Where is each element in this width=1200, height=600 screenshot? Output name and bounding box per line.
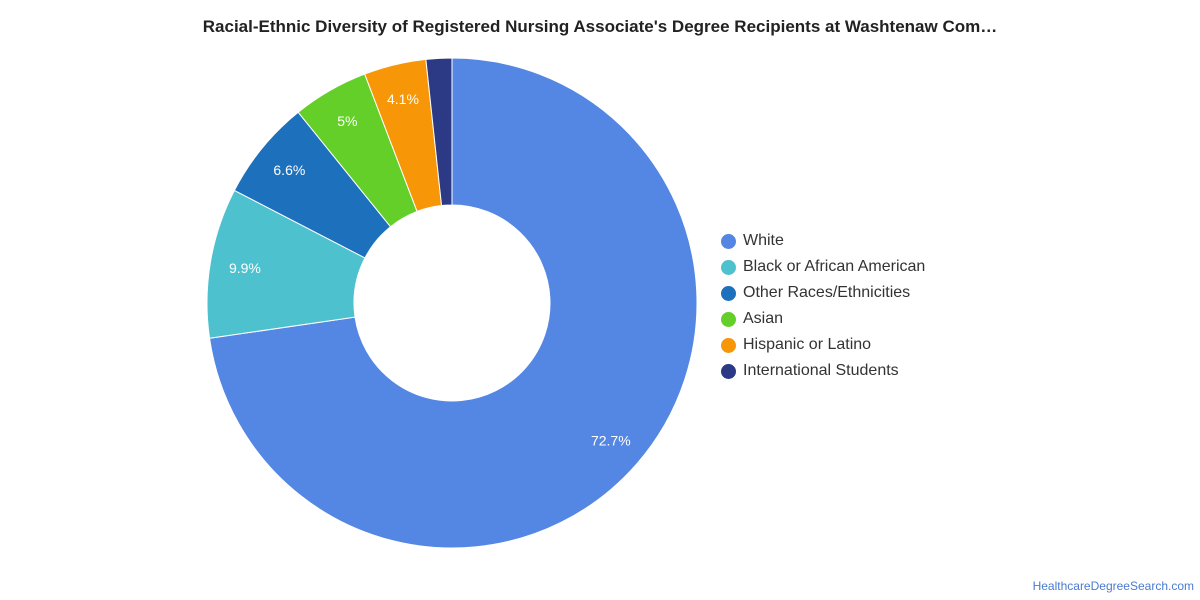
legend-swatch — [721, 311, 736, 327]
slice-international-students[interactable] — [425, 57, 453, 207]
data-label-asian: 5% — [337, 113, 357, 129]
legend-item-white[interactable]: White — [721, 228, 925, 254]
legend-swatch — [721, 259, 736, 275]
data-label-hispanic-or-latino: 4.1% — [387, 91, 419, 107]
legend-label: Asian — [743, 310, 784, 327]
legend-label: Hispanic or Latino — [743, 336, 872, 353]
legend-item-international-students[interactable]: International Students — [721, 358, 925, 384]
legend-item-asian[interactable]: Asian — [721, 306, 925, 332]
legend-item-hispanic-or-latino[interactable]: Hispanic or Latino — [721, 332, 925, 358]
legend-label: Other Races/Ethnicities — [743, 284, 911, 301]
legend-swatch — [721, 337, 736, 353]
chart-title: Racial-Ethnic Diversity of Registered Nu… — [202, 17, 998, 36]
source-link[interactable]: HealthcareDegreeSearch.com — [1032, 579, 1194, 593]
slice-white[interactable] — [208, 57, 698, 549]
legend-swatch — [721, 363, 736, 379]
data-label-white: 72.7% — [591, 432, 631, 448]
data-label-other-races-ethnicities: 6.6% — [273, 162, 305, 178]
data-label-black-or-african-american: 9.9% — [229, 260, 261, 276]
legend-label: Black or African American — [743, 258, 926, 275]
legend-item-black-or-african-american[interactable]: Black or African American — [721, 254, 925, 280]
legend-label: White — [743, 232, 784, 249]
legend-item-other-races-ethnicities[interactable]: Other Races/Ethnicities — [721, 280, 925, 306]
labels-group: 72.7% 9.9% 6.6% 5% 4.1% — [229, 91, 631, 449]
legend-swatch — [721, 285, 736, 301]
legend-swatch — [721, 233, 736, 249]
slices-group — [206, 57, 698, 549]
chart-legend: White Black or African American Other Race… — [721, 228, 925, 384]
legend-label: International Students — [743, 362, 899, 379]
